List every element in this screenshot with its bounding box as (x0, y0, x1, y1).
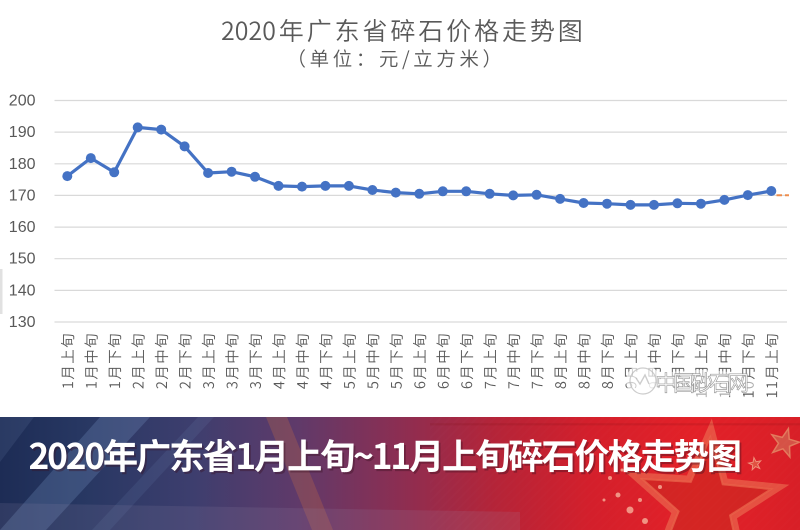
svg-text:160: 160 (9, 219, 36, 236)
svg-text:190: 190 (9, 124, 36, 141)
svg-text:200: 200 (9, 93, 36, 110)
svg-text:150: 150 (9, 251, 36, 268)
svg-text:140: 140 (9, 282, 36, 299)
svg-text:180: 180 (9, 156, 36, 173)
svg-text:170: 170 (9, 187, 36, 204)
svg-text:130: 130 (9, 314, 36, 331)
